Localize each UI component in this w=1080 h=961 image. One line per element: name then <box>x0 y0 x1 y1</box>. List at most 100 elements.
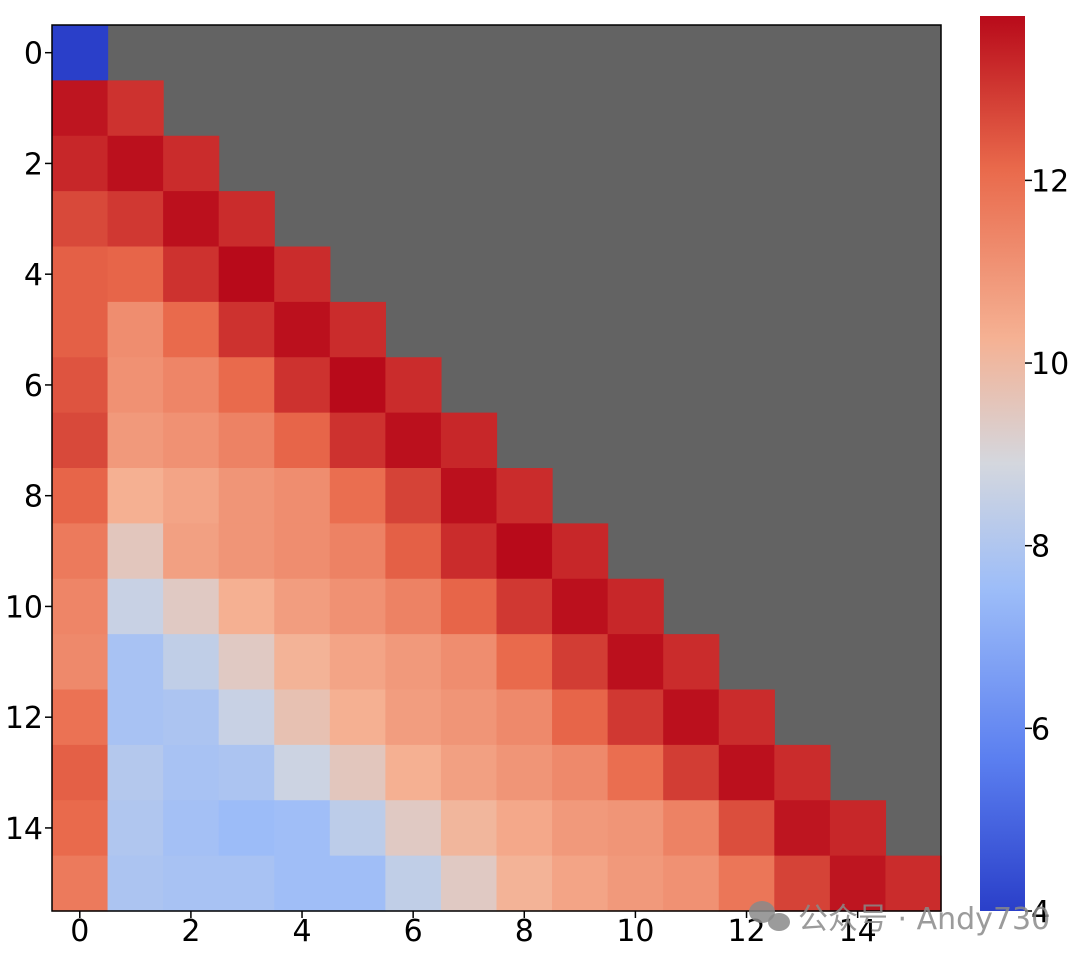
heatmap-cell-13-7 <box>440 744 498 801</box>
heatmap-cell-14-7 <box>440 800 498 857</box>
heatmap-cell-9-3 <box>218 523 275 580</box>
x-tick-label-5: 10 <box>616 914 654 949</box>
heatmap-cell-13-6 <box>385 744 442 801</box>
heatmap-cell-4-4 <box>274 246 331 303</box>
heatmap-cell-7-0 <box>52 412 109 469</box>
heatmap-cell-3-2 <box>163 191 220 248</box>
heatmap-cell-2-0 <box>52 135 109 192</box>
heatmap-cell-13-4 <box>274 744 331 801</box>
heatmap-cell-5-1 <box>107 301 164 358</box>
heatmap-cell-10-7 <box>440 578 498 635</box>
heatmap-frame <box>51 24 942 912</box>
heatmap-cell-9-4 <box>274 523 331 580</box>
heatmap-cell-10-6 <box>385 578 442 635</box>
heatmap-cell-15-9 <box>552 855 609 912</box>
heatmap-cell-5-3 <box>218 301 275 358</box>
x-tick-label-3: 6 <box>404 914 423 949</box>
heatmap-cell-11-0 <box>52 634 109 691</box>
heatmap-cell-14-5 <box>329 800 386 857</box>
heatmap-cell-14-8 <box>496 800 553 857</box>
heatmap-cell-3-1 <box>107 191 164 248</box>
heatmap-cell-12-0 <box>52 689 109 746</box>
heatmap-cell-14-10 <box>607 800 664 857</box>
colorbar-tick-label-4: 12 <box>1031 164 1069 199</box>
heatmap-cell-14-11 <box>663 800 720 857</box>
x-tick-label-2: 4 <box>292 914 311 949</box>
heatmap-cells <box>52 25 942 912</box>
heatmap-cell-7-1 <box>107 412 164 469</box>
heatmap-cell-12-10 <box>607 689 664 746</box>
heatmap-cell-8-1 <box>107 468 164 524</box>
heatmap-cell-13-8 <box>496 744 553 801</box>
heatmap-cell-11-6 <box>385 634 442 691</box>
heatmap-cell-9-9 <box>552 523 609 580</box>
y-tick-label-0: 0 <box>24 37 43 72</box>
colorbar-axis: 4 6 8 10 12 <box>1025 164 1069 930</box>
x-tick-label-0: 0 <box>70 914 89 949</box>
heatmap-cell-15-4 <box>274 855 331 912</box>
colorbar-tick-label-2: 8 <box>1031 530 1050 565</box>
colorbar-tick-label-3: 10 <box>1031 347 1069 382</box>
heatmap-cell-14-0 <box>52 800 109 857</box>
y-tick-label-7: 14 <box>5 812 43 847</box>
heatmap-cell-10-4 <box>274 578 331 635</box>
heatmap-cell-15-3 <box>218 855 275 912</box>
wechat-icon <box>749 901 790 931</box>
heatmap-cell-15-14 <box>829 855 887 912</box>
heatmap-cell-5-0 <box>52 301 109 358</box>
heatmap-cell-13-10 <box>607 744 664 801</box>
heatmap-cell-15-10 <box>607 855 664 912</box>
heatmap-cell-8-8 <box>496 468 553 524</box>
heatmap-cell-11-3 <box>218 634 275 691</box>
heatmap-cell-13-5 <box>329 744 386 801</box>
heatmap-cell-15-2 <box>163 855 220 912</box>
heatmap-cell-4-1 <box>107 246 164 303</box>
heatmap-cell-14-1 <box>107 800 164 857</box>
heatmap-cell-13-9 <box>552 744 609 801</box>
heatmap-cell-13-1 <box>107 744 164 801</box>
heatmap-cell-9-6 <box>385 523 442 580</box>
heatmap-cell-14-2 <box>163 800 220 857</box>
heatmap-cell-6-5 <box>329 357 386 414</box>
heatmap-cell-15-7 <box>440 855 498 912</box>
heatmap-cell-12-5 <box>329 689 386 746</box>
heatmap-cell-7-6 <box>385 412 442 469</box>
heatmap-cell-5-2 <box>163 301 220 358</box>
heatmap-cell-6-6 <box>385 357 442 414</box>
heatmap-cell-9-8 <box>496 523 553 580</box>
heatmap-cell-11-1 <box>107 634 164 691</box>
heatmap-cell-12-4 <box>274 689 331 746</box>
heatmap-cell-13-12 <box>718 744 775 801</box>
heatmap-cell-5-4 <box>274 301 331 358</box>
y-tick-label-4: 8 <box>24 480 43 515</box>
heatmap-cell-15-11 <box>663 855 720 912</box>
heatmap-cell-11-10 <box>607 634 664 691</box>
heatmap-cell-12-11 <box>663 689 720 746</box>
heatmap-cell-13-3 <box>218 744 275 801</box>
heatmap-cell-10-8 <box>496 578 553 635</box>
heatmap-cell-7-7 <box>440 412 498 469</box>
heatmap-cell-10-3 <box>218 578 275 635</box>
heatmap-cell-3-3 <box>218 191 275 248</box>
heatmap-cell-11-8 <box>496 634 553 691</box>
heatmap-cell-15-1 <box>107 855 164 912</box>
heatmap-cell-11-7 <box>440 634 498 691</box>
heatmap-cell-11-11 <box>663 634 720 691</box>
heatmap-cell-10-1 <box>107 578 164 635</box>
x-tick-label-1: 2 <box>181 914 200 949</box>
heatmap-cell-1-1 <box>107 80 164 137</box>
heatmap-cell-12-8 <box>496 689 553 746</box>
heatmap-cell-10-10 <box>607 578 664 635</box>
heatmap-cell-15-8 <box>496 855 553 912</box>
heatmap-cell-6-1 <box>107 357 164 414</box>
heatmap-cell-4-3 <box>218 246 275 303</box>
y-tick-label-5: 10 <box>5 590 43 625</box>
heatmap-cell-12-7 <box>440 689 498 746</box>
y-tick-label-6: 12 <box>5 701 43 736</box>
heatmap-cell-10-0 <box>52 578 109 635</box>
y-axis: 0 2 4 6 8 10 12 14 <box>5 37 52 847</box>
y-tick-label-2: 4 <box>24 258 43 293</box>
heatmap-cell-15-6 <box>385 855 442 912</box>
heatmap-cell-10-9 <box>552 578 609 635</box>
heatmap-cell-12-2 <box>163 689 220 746</box>
